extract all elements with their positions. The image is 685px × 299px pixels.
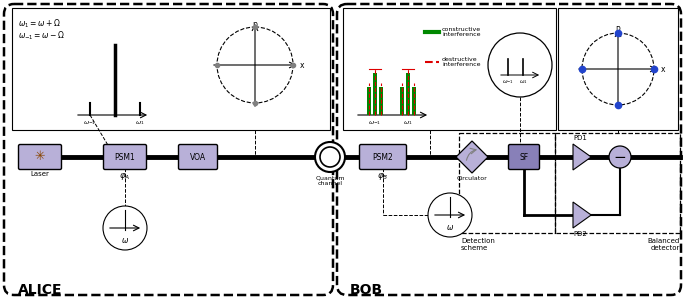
Bar — [400, 87, 404, 115]
Bar — [373, 73, 377, 115]
Bar — [379, 87, 383, 115]
Circle shape — [609, 146, 631, 168]
Text: SF: SF — [519, 152, 529, 161]
Text: Laser: Laser — [31, 171, 49, 177]
Text: $\omega_1$: $\omega_1$ — [519, 78, 527, 86]
Bar — [343, 8, 556, 130]
Text: Quantum
channel: Quantum channel — [315, 175, 345, 186]
Text: Balanced
detector: Balanced detector — [648, 238, 680, 251]
Text: PD2: PD2 — [573, 231, 587, 237]
FancyBboxPatch shape — [103, 144, 147, 170]
Circle shape — [315, 142, 345, 172]
Bar — [406, 73, 410, 115]
Text: $\omega_1$: $\omega_1$ — [403, 119, 413, 127]
Text: destructive
interference: destructive interference — [442, 57, 480, 67]
Polygon shape — [456, 141, 488, 173]
Text: VOA: VOA — [190, 152, 206, 161]
Bar — [412, 87, 416, 115]
Text: $\varphi_A$: $\varphi_A$ — [119, 171, 131, 182]
Circle shape — [320, 147, 340, 167]
Text: ✳: ✳ — [35, 150, 45, 164]
Text: PSM1: PSM1 — [114, 152, 136, 161]
Text: p: p — [253, 20, 258, 29]
Polygon shape — [573, 202, 591, 228]
Text: PD1: PD1 — [573, 135, 587, 141]
Text: $\omega_{-1}$: $\omega_{-1}$ — [369, 119, 382, 127]
Text: $\omega$: $\omega$ — [121, 236, 129, 245]
Polygon shape — [573, 144, 591, 170]
Text: x: x — [661, 65, 666, 74]
Bar — [367, 87, 371, 115]
Text: Detection
scheme: Detection scheme — [461, 238, 495, 251]
Text: constructive
interference: constructive interference — [442, 27, 481, 37]
Circle shape — [103, 206, 147, 250]
FancyBboxPatch shape — [508, 144, 540, 170]
Bar — [459, 133, 555, 233]
Text: $\omega$: $\omega$ — [446, 223, 454, 232]
Text: PSM2: PSM2 — [373, 152, 393, 161]
Text: P: P — [616, 26, 621, 35]
Text: ALICE: ALICE — [18, 283, 62, 297]
Text: −: − — [614, 150, 626, 164]
FancyBboxPatch shape — [360, 144, 406, 170]
Text: $\omega_1=\omega+\Omega$: $\omega_1=\omega+\Omega$ — [18, 18, 61, 30]
FancyBboxPatch shape — [18, 144, 62, 170]
Text: BOB: BOB — [350, 283, 383, 297]
Bar — [555, 133, 680, 233]
Circle shape — [217, 27, 293, 103]
Text: $\omega_{-1}$: $\omega_{-1}$ — [84, 119, 97, 127]
Text: $\omega_{-1}=\omega-\Omega$: $\omega_{-1}=\omega-\Omega$ — [18, 30, 65, 42]
Bar — [558, 8, 678, 130]
Text: x: x — [300, 60, 305, 69]
FancyBboxPatch shape — [179, 144, 218, 170]
Text: Circulator: Circulator — [457, 176, 487, 181]
Circle shape — [428, 193, 472, 237]
Text: $\omega_1$: $\omega_1$ — [135, 119, 145, 127]
Circle shape — [582, 33, 654, 105]
Circle shape — [488, 33, 552, 97]
Text: $\omega_{-1}$: $\omega_{-1}$ — [502, 78, 514, 86]
Bar — [12, 8, 330, 130]
Text: $\varphi_B$: $\varphi_B$ — [377, 171, 388, 182]
